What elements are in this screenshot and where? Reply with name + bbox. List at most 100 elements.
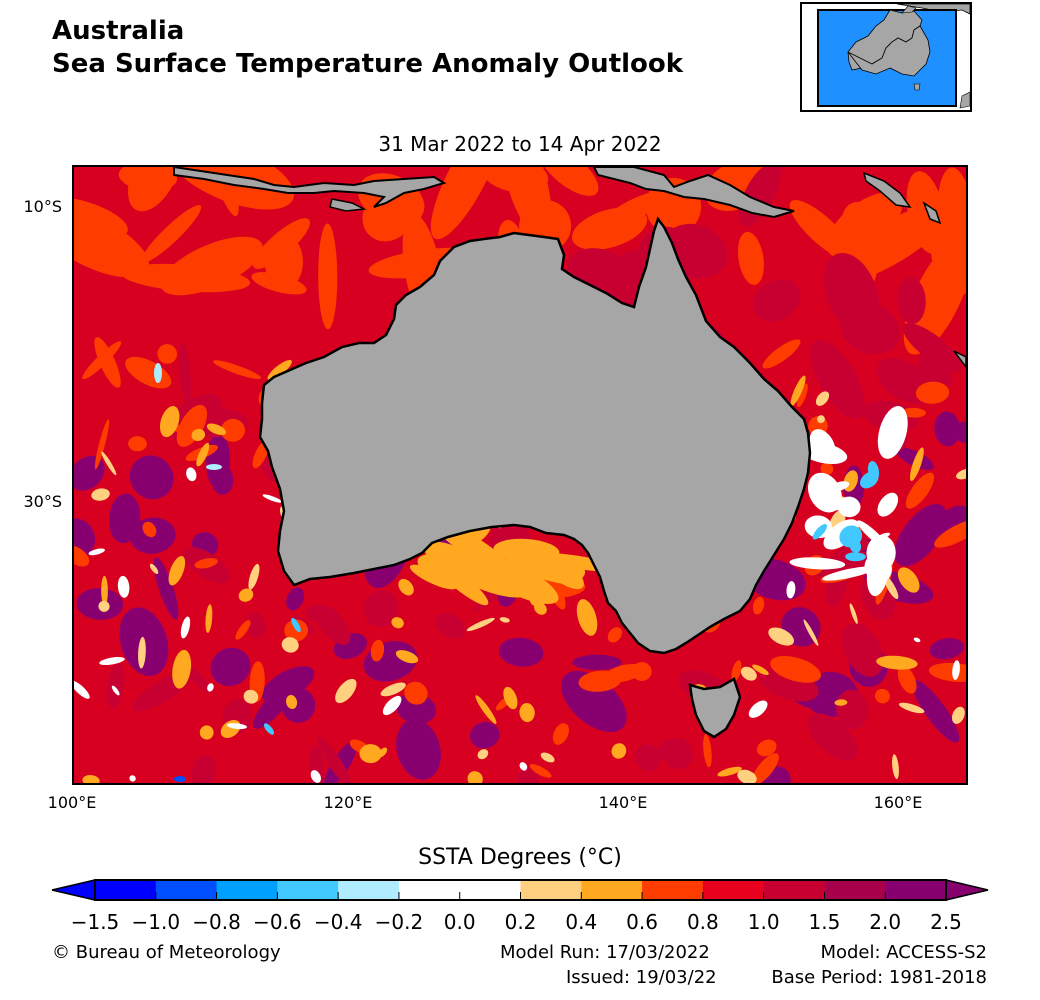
- anomaly-patch: [912, 679, 960, 743]
- anomaly-patch: [552, 723, 569, 745]
- title-line-1: Australia: [52, 16, 185, 46]
- colorbar-segment: [338, 880, 400, 900]
- anomaly-patch: [404, 681, 428, 705]
- anomaly-patch: [752, 279, 801, 322]
- anomaly-patch: [395, 650, 419, 664]
- colorbar-segment: [155, 880, 218, 900]
- anomaly-patch: [398, 578, 414, 596]
- ssta-map: [72, 165, 968, 785]
- anomaly-patch: [823, 253, 880, 332]
- anomaly-patch: [370, 639, 385, 662]
- anomaly-patch: [206, 464, 222, 470]
- anomaly-patch: [425, 541, 481, 584]
- anomaly-patch: [191, 755, 217, 783]
- anomaly-patch: [186, 467, 197, 482]
- colorbar-tick-label: −1.0: [131, 910, 181, 934]
- colorbar-tick-label: 1.5: [808, 910, 841, 934]
- australia-landmass: [258, 216, 812, 655]
- anomaly-patch: [363, 589, 399, 627]
- lon-label-160e: 160°E: [873, 793, 923, 812]
- anomaly-patch: [874, 688, 890, 704]
- anomaly-patch: [956, 468, 966, 480]
- anomaly-patch: [826, 192, 903, 258]
- anomaly-patch: [469, 721, 500, 749]
- anomaly-patch: [522, 564, 584, 585]
- colorbar-segment: [398, 880, 461, 900]
- colorbar-tick-label: −0.2: [374, 910, 424, 934]
- anomaly-patch: [876, 655, 918, 670]
- anomaly-patch: [317, 737, 352, 783]
- colorbar-tick-label: −0.8: [192, 910, 241, 934]
- anomaly-patch: [897, 277, 926, 325]
- anomaly-patch: [284, 619, 309, 642]
- anomaly-patch: [251, 272, 307, 295]
- anomaly-patch: [822, 566, 876, 581]
- colorbar-tick-label: 2.5: [930, 910, 962, 934]
- anomaly-patch: [128, 436, 147, 452]
- anomaly-patch: [849, 603, 858, 624]
- anomaly-patch: [180, 616, 191, 639]
- colorbar-segment: [520, 880, 582, 900]
- anomaly-patch: [94, 337, 121, 388]
- anomaly-patch: [834, 699, 848, 706]
- anomaly-patch: [210, 647, 251, 687]
- anomaly-patch: [534, 601, 547, 615]
- anomaly-patch: [235, 620, 251, 640]
- anomaly-patch: [789, 557, 846, 570]
- anomaly-patch: [951, 706, 965, 724]
- anomaly-patch: [909, 447, 924, 482]
- anomaly-patch: [839, 525, 863, 548]
- anomaly-patch: [396, 719, 441, 780]
- anomaly-patch: [263, 723, 275, 735]
- anomaly-patch: [98, 600, 110, 612]
- anomaly-patch: [905, 472, 935, 509]
- anomaly-patch: [475, 695, 497, 724]
- locator-map-graphic: [817, 3, 971, 109]
- anomaly-patch: [934, 411, 961, 447]
- anomaly-patch: [929, 638, 965, 660]
- anomaly-patch: [897, 665, 917, 694]
- anomaly-patch: [662, 738, 693, 770]
- anomaly-patch: [267, 359, 292, 381]
- anomaly-patch: [877, 405, 908, 459]
- anomaly-patch: [836, 689, 869, 730]
- anomaly-patch: [717, 766, 742, 777]
- anomaly-patch: [466, 617, 495, 632]
- lon-label-140e: 140°E: [598, 793, 648, 812]
- lat-label-10s: 10°S: [23, 197, 62, 216]
- anomaly-patch: [82, 774, 100, 783]
- anomaly-patch: [894, 503, 947, 567]
- anomaly-patch: [281, 637, 299, 653]
- anomaly-patch: [141, 205, 202, 263]
- anomaly-patch: [227, 723, 247, 730]
- anomaly-patch: [892, 754, 899, 779]
- model-run-text: Model Run: 17/03/2022: [500, 942, 710, 963]
- anomaly-patch: [207, 683, 214, 692]
- anomaly-patch: [611, 743, 627, 759]
- anomaly-patch: [248, 563, 260, 590]
- anomaly-patch: [576, 599, 598, 636]
- anomaly-patch: [845, 552, 866, 562]
- anomaly-patch: [335, 678, 357, 704]
- anomaly-patch: [142, 521, 157, 538]
- colorbar-segment: [885, 880, 947, 900]
- anomaly-patch: [262, 494, 282, 503]
- anomaly-patch: [567, 248, 625, 288]
- anomaly-patch: [561, 670, 627, 733]
- colorbar-tick-label: 2.0: [869, 910, 902, 934]
- anomaly-patch: [160, 236, 263, 296]
- anomaly-patch: [108, 493, 141, 544]
- anomaly-patch: [740, 666, 757, 681]
- model-name-text: Model: ACCESS-S2: [820, 942, 987, 963]
- anomaly-patch: [359, 744, 382, 764]
- anomaly-patch: [731, 660, 742, 682]
- anomaly-patch: [391, 617, 404, 629]
- anomaly-patch: [185, 665, 213, 695]
- anomaly-patch: [902, 323, 963, 372]
- anomaly-patch: [529, 764, 552, 778]
- colorbar-tick-label: 0.4: [565, 910, 598, 934]
- anomaly-patch: [918, 353, 953, 388]
- indonesia-landmass: [173, 167, 447, 208]
- anomaly-patch: [252, 218, 311, 269]
- colorbar-segment: [642, 880, 704, 900]
